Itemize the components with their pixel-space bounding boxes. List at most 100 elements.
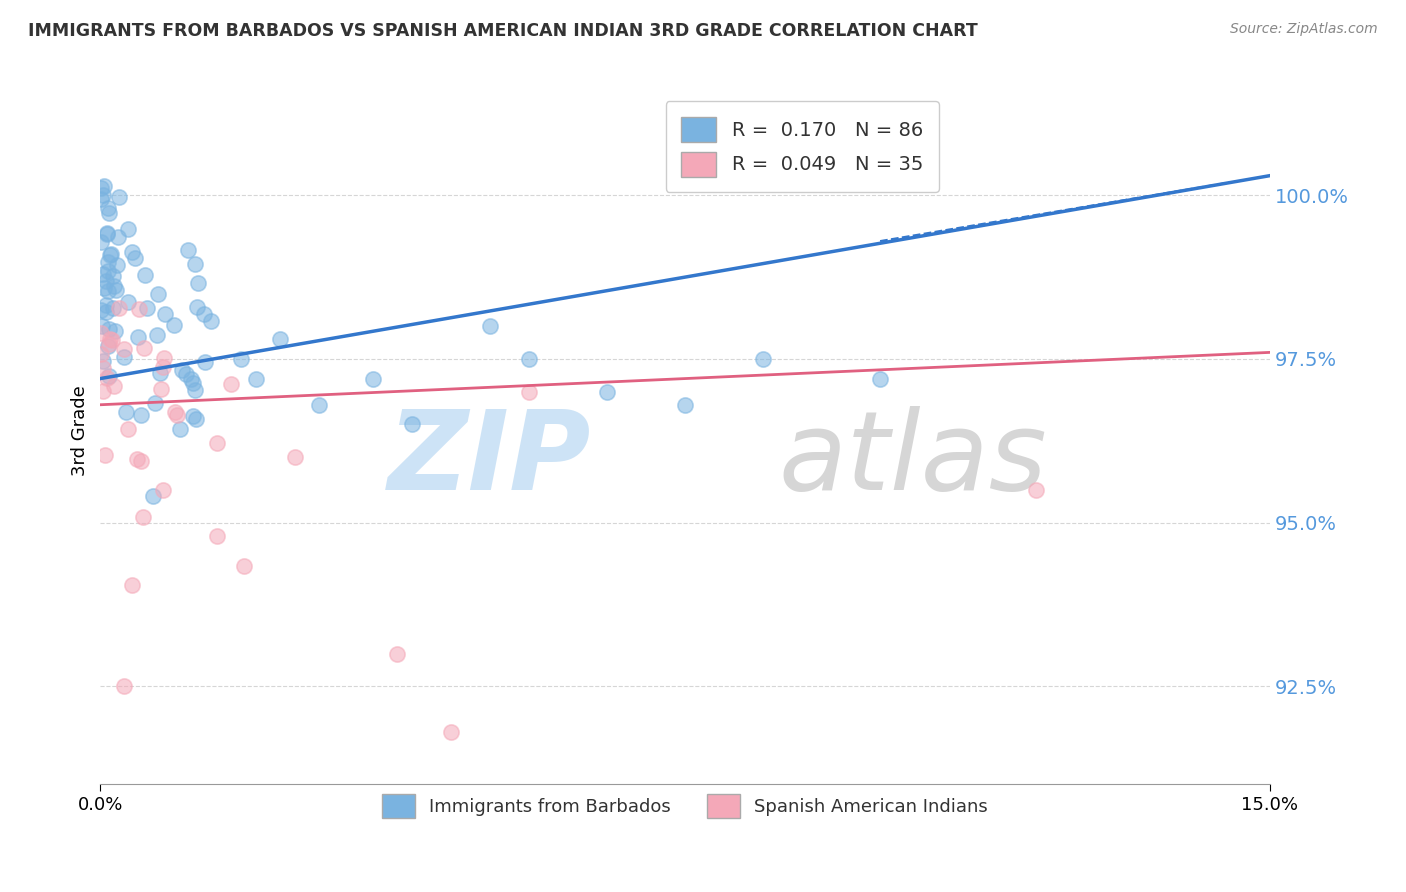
Point [440,725,463,739]
Point [673,398,696,412]
Point [142,489,165,503]
Point [128,302,150,317]
Point [385,647,408,661]
Point [96,371,118,385]
Point [869,371,891,385]
Point [101,333,124,347]
Point [152,359,174,374]
Point [229,351,252,366]
Point [207,529,229,543]
Point [517,384,540,399]
Point [108,301,131,316]
Point [517,351,540,366]
Point [152,483,174,497]
Point [163,405,186,419]
Point [94,274,117,288]
Point [166,409,188,423]
Point [117,222,139,236]
Point [148,286,170,301]
Point [194,355,217,369]
Point [107,230,129,244]
Point [479,319,502,334]
Point [115,405,138,419]
Point [91,188,114,202]
Point [112,343,135,357]
Point [149,382,172,396]
Text: Source: ZipAtlas.com: Source: ZipAtlas.com [1230,22,1378,37]
Point [108,190,131,204]
Point [124,251,146,265]
Point [98,205,121,219]
Point [90,302,112,317]
Point [308,398,330,412]
Point [361,371,384,385]
Point [184,383,207,397]
Point [207,436,229,450]
Y-axis label: 3rd Grade: 3rd Grade [72,385,89,476]
Text: IMMIGRANTS FROM BARBADOS VS SPANISH AMERICAN INDIAN 3RD GRADE CORRELATION CHART: IMMIGRANTS FROM BARBADOS VS SPANISH AMER… [28,22,977,40]
Point [93,178,115,193]
Point [170,362,193,376]
Point [117,294,139,309]
Point [129,454,152,468]
Point [186,301,208,315]
Point [596,384,619,399]
Text: ZIP: ZIP [388,406,592,513]
Point [181,376,204,391]
Point [162,318,184,332]
Point [136,301,159,315]
Point [284,450,307,464]
Point [94,298,117,312]
Point [100,247,122,261]
Legend: Immigrants from Barbados, Spanish American Indians: Immigrants from Barbados, Spanish Americ… [375,788,995,825]
Point [187,276,209,290]
Point [121,578,143,592]
Point [90,326,112,341]
Point [90,235,112,249]
Point [98,337,121,351]
Point [91,319,114,334]
Point [93,268,115,282]
Point [96,227,118,241]
Point [103,379,125,393]
Point [131,510,153,524]
Point [176,367,198,381]
Text: atlas: atlas [779,406,1047,513]
Point [127,330,149,344]
Point [184,412,207,426]
Point [90,181,112,195]
Point [112,679,135,693]
Point [181,409,204,424]
Point [401,417,423,432]
Point [93,448,115,462]
Point [101,301,124,315]
Point [105,258,128,272]
Point [193,307,215,321]
Point [93,281,115,295]
Point [112,350,135,364]
Point [184,257,207,271]
Point [121,245,143,260]
Point [91,384,114,399]
Point [104,324,127,338]
Point [200,314,222,328]
Point [90,192,112,206]
Point [97,264,120,278]
Point [176,244,198,258]
Point [97,339,120,353]
Point [752,351,775,366]
Point [146,328,169,343]
Point [153,351,176,366]
Point [117,422,139,436]
Point [129,408,152,422]
Point [96,227,118,241]
Point [125,452,148,467]
Point [91,361,114,376]
Point [134,268,156,282]
Point [97,255,120,269]
Point [97,369,120,384]
Point [94,304,117,318]
Point [180,372,202,386]
Point [98,321,121,335]
Point [90,347,112,361]
